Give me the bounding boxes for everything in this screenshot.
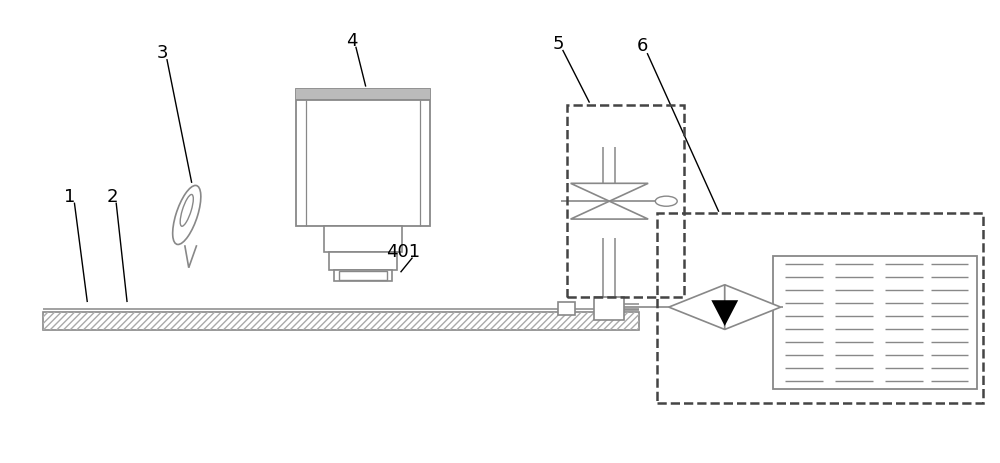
Bar — [773, 257, 977, 389]
Bar — [567, 106, 684, 298]
Text: 1: 1 — [64, 188, 76, 206]
Bar — [324, 227, 402, 252]
Polygon shape — [571, 202, 648, 219]
Polygon shape — [571, 184, 648, 202]
Bar — [43, 313, 639, 330]
Text: 401: 401 — [386, 243, 420, 261]
Bar — [558, 302, 575, 315]
Bar — [339, 272, 387, 280]
Bar — [329, 252, 397, 270]
Polygon shape — [711, 300, 738, 326]
Bar — [657, 213, 983, 403]
Polygon shape — [669, 285, 725, 330]
Text: 3: 3 — [157, 44, 168, 62]
Text: 5: 5 — [553, 35, 564, 52]
Circle shape — [655, 197, 677, 207]
Bar — [334, 270, 392, 282]
Ellipse shape — [180, 195, 193, 227]
Text: 2: 2 — [106, 188, 118, 206]
Bar — [296, 90, 430, 101]
Text: 4: 4 — [346, 32, 357, 50]
Ellipse shape — [173, 186, 201, 245]
Bar — [296, 90, 430, 227]
Bar — [594, 298, 624, 321]
Polygon shape — [725, 285, 781, 330]
Bar — [43, 313, 639, 330]
Text: 6: 6 — [637, 37, 649, 55]
